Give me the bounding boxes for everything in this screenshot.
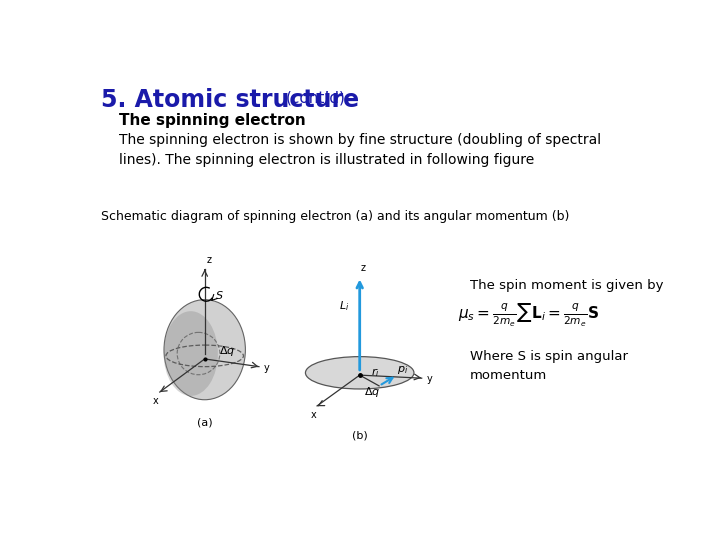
Text: The spinning electron is shown by fine structure (doubling of spectral
lines). T: The spinning electron is shown by fine s… — [120, 132, 602, 167]
Text: The spinning electron: The spinning electron — [120, 112, 306, 127]
Text: y: y — [426, 374, 432, 384]
Text: x: x — [152, 396, 158, 406]
Text: z: z — [361, 262, 366, 273]
Text: (cont’d): (cont’d) — [285, 90, 345, 105]
Text: $\Delta q$: $\Delta q$ — [364, 385, 380, 399]
Ellipse shape — [305, 356, 414, 389]
Text: S: S — [215, 291, 222, 301]
Text: 5. Atomic structure: 5. Atomic structure — [101, 88, 359, 112]
Ellipse shape — [163, 311, 218, 396]
Text: $\mu_s = \frac{q}{2m_e} \sum \mathbf{L}_i = \frac{q}{2m_e} \mathbf{S}$: $\mu_s = \frac{q}{2m_e} \sum \mathbf{L}_… — [458, 302, 599, 329]
Text: $p_i$: $p_i$ — [397, 364, 408, 376]
Text: z: z — [206, 255, 211, 265]
Text: $r_i$: $r_i$ — [371, 366, 379, 379]
Text: $\Delta q$: $\Delta q$ — [219, 344, 235, 358]
Text: Where S is spin angular
momentum: Where S is spin angular momentum — [469, 350, 628, 382]
Text: $L_i$: $L_i$ — [338, 299, 349, 313]
Text: The spin moment is given by: The spin moment is given by — [469, 279, 663, 292]
Text: (a): (a) — [197, 417, 212, 428]
Ellipse shape — [164, 300, 246, 400]
Text: (b): (b) — [352, 430, 368, 441]
Text: y: y — [264, 363, 269, 373]
Text: Schematic diagram of spinning electron (a) and its angular momentum (b): Schematic diagram of spinning electron (… — [101, 210, 570, 222]
Text: x: x — [310, 410, 316, 420]
